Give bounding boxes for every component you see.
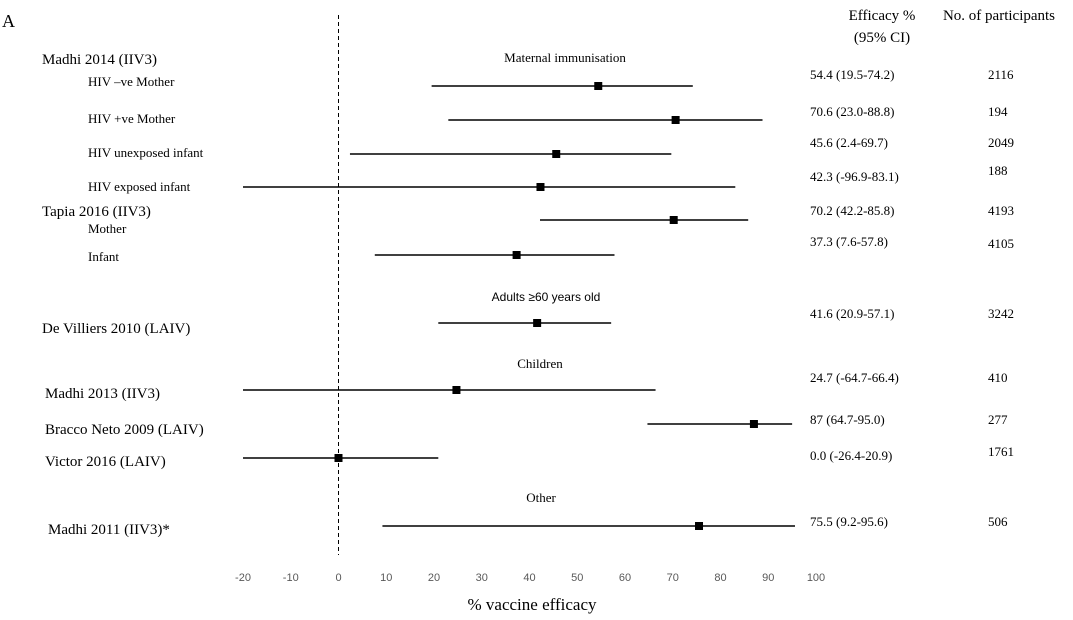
point-estimate bbox=[334, 454, 343, 462]
x-tick-label: 20 bbox=[428, 572, 440, 584]
efficacy-value: 54.4 (19.5-74.2) bbox=[810, 67, 895, 82]
x-tick-label: 10 bbox=[380, 572, 392, 584]
row-label: Madhi 2013 (IIV3) bbox=[45, 386, 160, 402]
x-axis-label: % vaccine efficacy bbox=[468, 595, 597, 614]
x-tick-label: 90 bbox=[762, 572, 774, 584]
x-tick-label: 40 bbox=[523, 572, 535, 584]
point-estimate-layer bbox=[334, 82, 758, 530]
confidence-interval-layer bbox=[243, 85, 795, 527]
row-label: HIV unexposed infant bbox=[88, 145, 204, 160]
efficacy-header-line2: (95% CI) bbox=[854, 30, 910, 46]
participants-value: 4193 bbox=[988, 203, 1014, 218]
participants-value: 194 bbox=[988, 104, 1008, 119]
efficacy-value: 37.3 (7.6-57.8) bbox=[810, 234, 888, 249]
section-title: Adults ≥60 years old bbox=[492, 290, 601, 304]
x-axis-ticks: -20 -10 0 10 20 30 40 50 60 70 80 90 100 bbox=[235, 572, 825, 584]
row-label: HIV exposed infant bbox=[88, 179, 191, 194]
point-estimate bbox=[452, 386, 461, 394]
row-label: Mother bbox=[88, 221, 127, 236]
participants-value: 410 bbox=[988, 370, 1008, 385]
x-tick-label: 100 bbox=[807, 572, 825, 584]
group-label: Madhi 2014 (IIV3) bbox=[42, 52, 157, 68]
efficacy-value: 24.7 (-64.7-66.4) bbox=[810, 370, 899, 385]
row-label: Infant bbox=[88, 249, 119, 264]
efficacy-value: 42.3 (-96.9-83.1) bbox=[810, 169, 899, 184]
x-tick-label: -10 bbox=[283, 572, 299, 584]
point-estimate bbox=[669, 216, 678, 224]
efficacy-value: 87 (64.7-95.0) bbox=[810, 412, 885, 427]
efficacy-value: 45.6 (2.4-69.7) bbox=[810, 135, 888, 150]
section-title: Maternal immunisation bbox=[504, 50, 626, 65]
efficacy-value: 70.2 (42.2-85.8) bbox=[810, 203, 895, 218]
participants-value: 2116 bbox=[988, 67, 1014, 82]
efficacy-header-line1: Efficacy % bbox=[849, 8, 916, 24]
row-label: HIV –ve Mother bbox=[88, 74, 175, 89]
point-estimate bbox=[749, 420, 758, 428]
participants-value: 188 bbox=[988, 163, 1008, 178]
participants-value: 1761 bbox=[988, 444, 1014, 459]
x-tick-label: 50 bbox=[571, 572, 583, 584]
participants-value: 277 bbox=[988, 412, 1008, 427]
x-tick-label: 60 bbox=[619, 572, 631, 584]
section-title: Children bbox=[517, 356, 563, 371]
row-label: Bracco Neto 2009 (LAIV) bbox=[45, 422, 204, 438]
row-label: Victor 2016 (LAIV) bbox=[45, 454, 166, 470]
x-tick-label: 0 bbox=[335, 572, 341, 584]
efficacy-value: 41.6 (20.9-57.1) bbox=[810, 306, 895, 321]
section-title: Other bbox=[526, 490, 556, 505]
x-tick-label: -20 bbox=[235, 572, 251, 584]
point-estimate bbox=[536, 183, 545, 191]
row-label: HIV +ve Mother bbox=[88, 111, 176, 126]
participants-value: 3242 bbox=[988, 306, 1014, 321]
participants-value: 2049 bbox=[988, 135, 1014, 150]
x-tick-label: 30 bbox=[476, 572, 488, 584]
row-label: Madhi 2011 (IIV3)* bbox=[48, 522, 170, 538]
participants-value: 4105 bbox=[988, 236, 1014, 251]
point-estimate bbox=[512, 251, 521, 259]
panel-label: A bbox=[2, 11, 15, 31]
point-estimate bbox=[594, 82, 603, 90]
x-tick-label: 70 bbox=[667, 572, 679, 584]
efficacy-value: 0.0 (-26.4-20.9) bbox=[810, 448, 892, 463]
efficacy-value: 70.6 (23.0-88.8) bbox=[810, 104, 895, 119]
point-estimate bbox=[533, 319, 542, 327]
efficacy-value: 75.5 (9.2-95.6) bbox=[810, 514, 888, 529]
point-estimate bbox=[695, 522, 704, 530]
point-estimate bbox=[552, 150, 561, 158]
group-label: Tapia 2016 (IIV3) bbox=[42, 204, 151, 220]
row-label: De Villiers 2010 (LAIV) bbox=[42, 321, 190, 337]
x-tick-label: 80 bbox=[714, 572, 726, 584]
participants-header: No. of participants bbox=[943, 8, 1055, 24]
participants-value: 506 bbox=[988, 514, 1008, 529]
point-estimate bbox=[671, 116, 680, 124]
